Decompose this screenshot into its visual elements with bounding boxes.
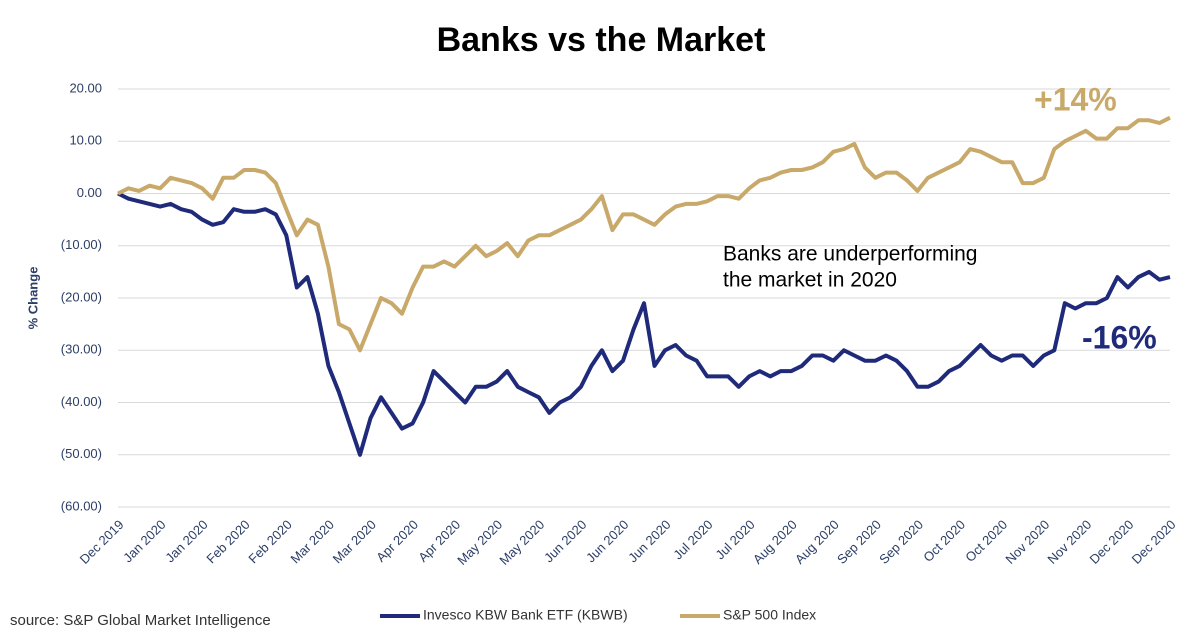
y-tick-label: (20.00) bbox=[61, 289, 102, 304]
y-tick-label: 0.00 bbox=[77, 185, 102, 200]
annotation: Banks are underperforming bbox=[723, 243, 977, 266]
y-tick-label: (60.00) bbox=[61, 498, 102, 513]
x-tick-label: Dec 2019 bbox=[77, 517, 127, 567]
x-tick-label: Oct 2020 bbox=[920, 517, 968, 565]
x-tick-label: Nov 2020 bbox=[1044, 517, 1094, 567]
x-tick-label: May 2020 bbox=[454, 517, 505, 568]
line-series bbox=[117, 115, 1171, 353]
x-tick-label: Jan 2020 bbox=[162, 517, 210, 565]
x-tick-label: Apr 2020 bbox=[373, 517, 421, 565]
y-tick-label: (50.00) bbox=[61, 446, 102, 461]
x-tick-label: Mar 2020 bbox=[288, 517, 337, 566]
chart-title: Banks vs the Market bbox=[437, 21, 766, 59]
legend-label: Invesco KBW Bank ETF (KBWB) bbox=[423, 607, 628, 623]
line-series bbox=[117, 191, 1171, 457]
y-tick-label: 10.00 bbox=[69, 133, 102, 148]
legend-label: S&P 500 Index bbox=[723, 607, 816, 623]
y-tick-label: (10.00) bbox=[61, 237, 102, 252]
x-tick-label: Jan 2020 bbox=[120, 517, 168, 565]
annotation: -16% bbox=[1082, 319, 1157, 355]
x-tick-label: Jun 2020 bbox=[583, 517, 631, 565]
y-tick-label: 20.00 bbox=[69, 80, 102, 95]
x-tick-label: Aug 2020 bbox=[792, 517, 842, 567]
x-tick-label: Sep 2020 bbox=[834, 517, 884, 567]
x-tick-label: Mar 2020 bbox=[330, 517, 379, 566]
x-tick-label: Dec 2020 bbox=[1129, 517, 1179, 567]
y-axis-label: % Change bbox=[25, 267, 40, 330]
x-tick-label: Feb 2020 bbox=[245, 517, 294, 566]
x-tick-label: Feb 2020 bbox=[203, 517, 252, 566]
x-tick-label: Aug 2020 bbox=[750, 517, 800, 567]
y-tick-label: (30.00) bbox=[61, 342, 102, 357]
x-tick-label: May 2020 bbox=[496, 517, 547, 568]
x-tick-label: Nov 2020 bbox=[1002, 517, 1052, 567]
x-tick-label: Jun 2020 bbox=[625, 517, 673, 565]
source: source: S&P Global Market Intelligence bbox=[10, 612, 271, 629]
annotation: +14% bbox=[1034, 81, 1117, 117]
x-tick-label: Sep 2020 bbox=[876, 517, 926, 567]
x-tick-label: Jul 2020 bbox=[670, 517, 715, 562]
annotation: the market in 2020 bbox=[723, 269, 897, 292]
x-tick-label: Dec 2020 bbox=[1087, 517, 1137, 567]
x-tick-label: Jun 2020 bbox=[541, 517, 589, 565]
y-tick-label: (40.00) bbox=[61, 394, 102, 409]
